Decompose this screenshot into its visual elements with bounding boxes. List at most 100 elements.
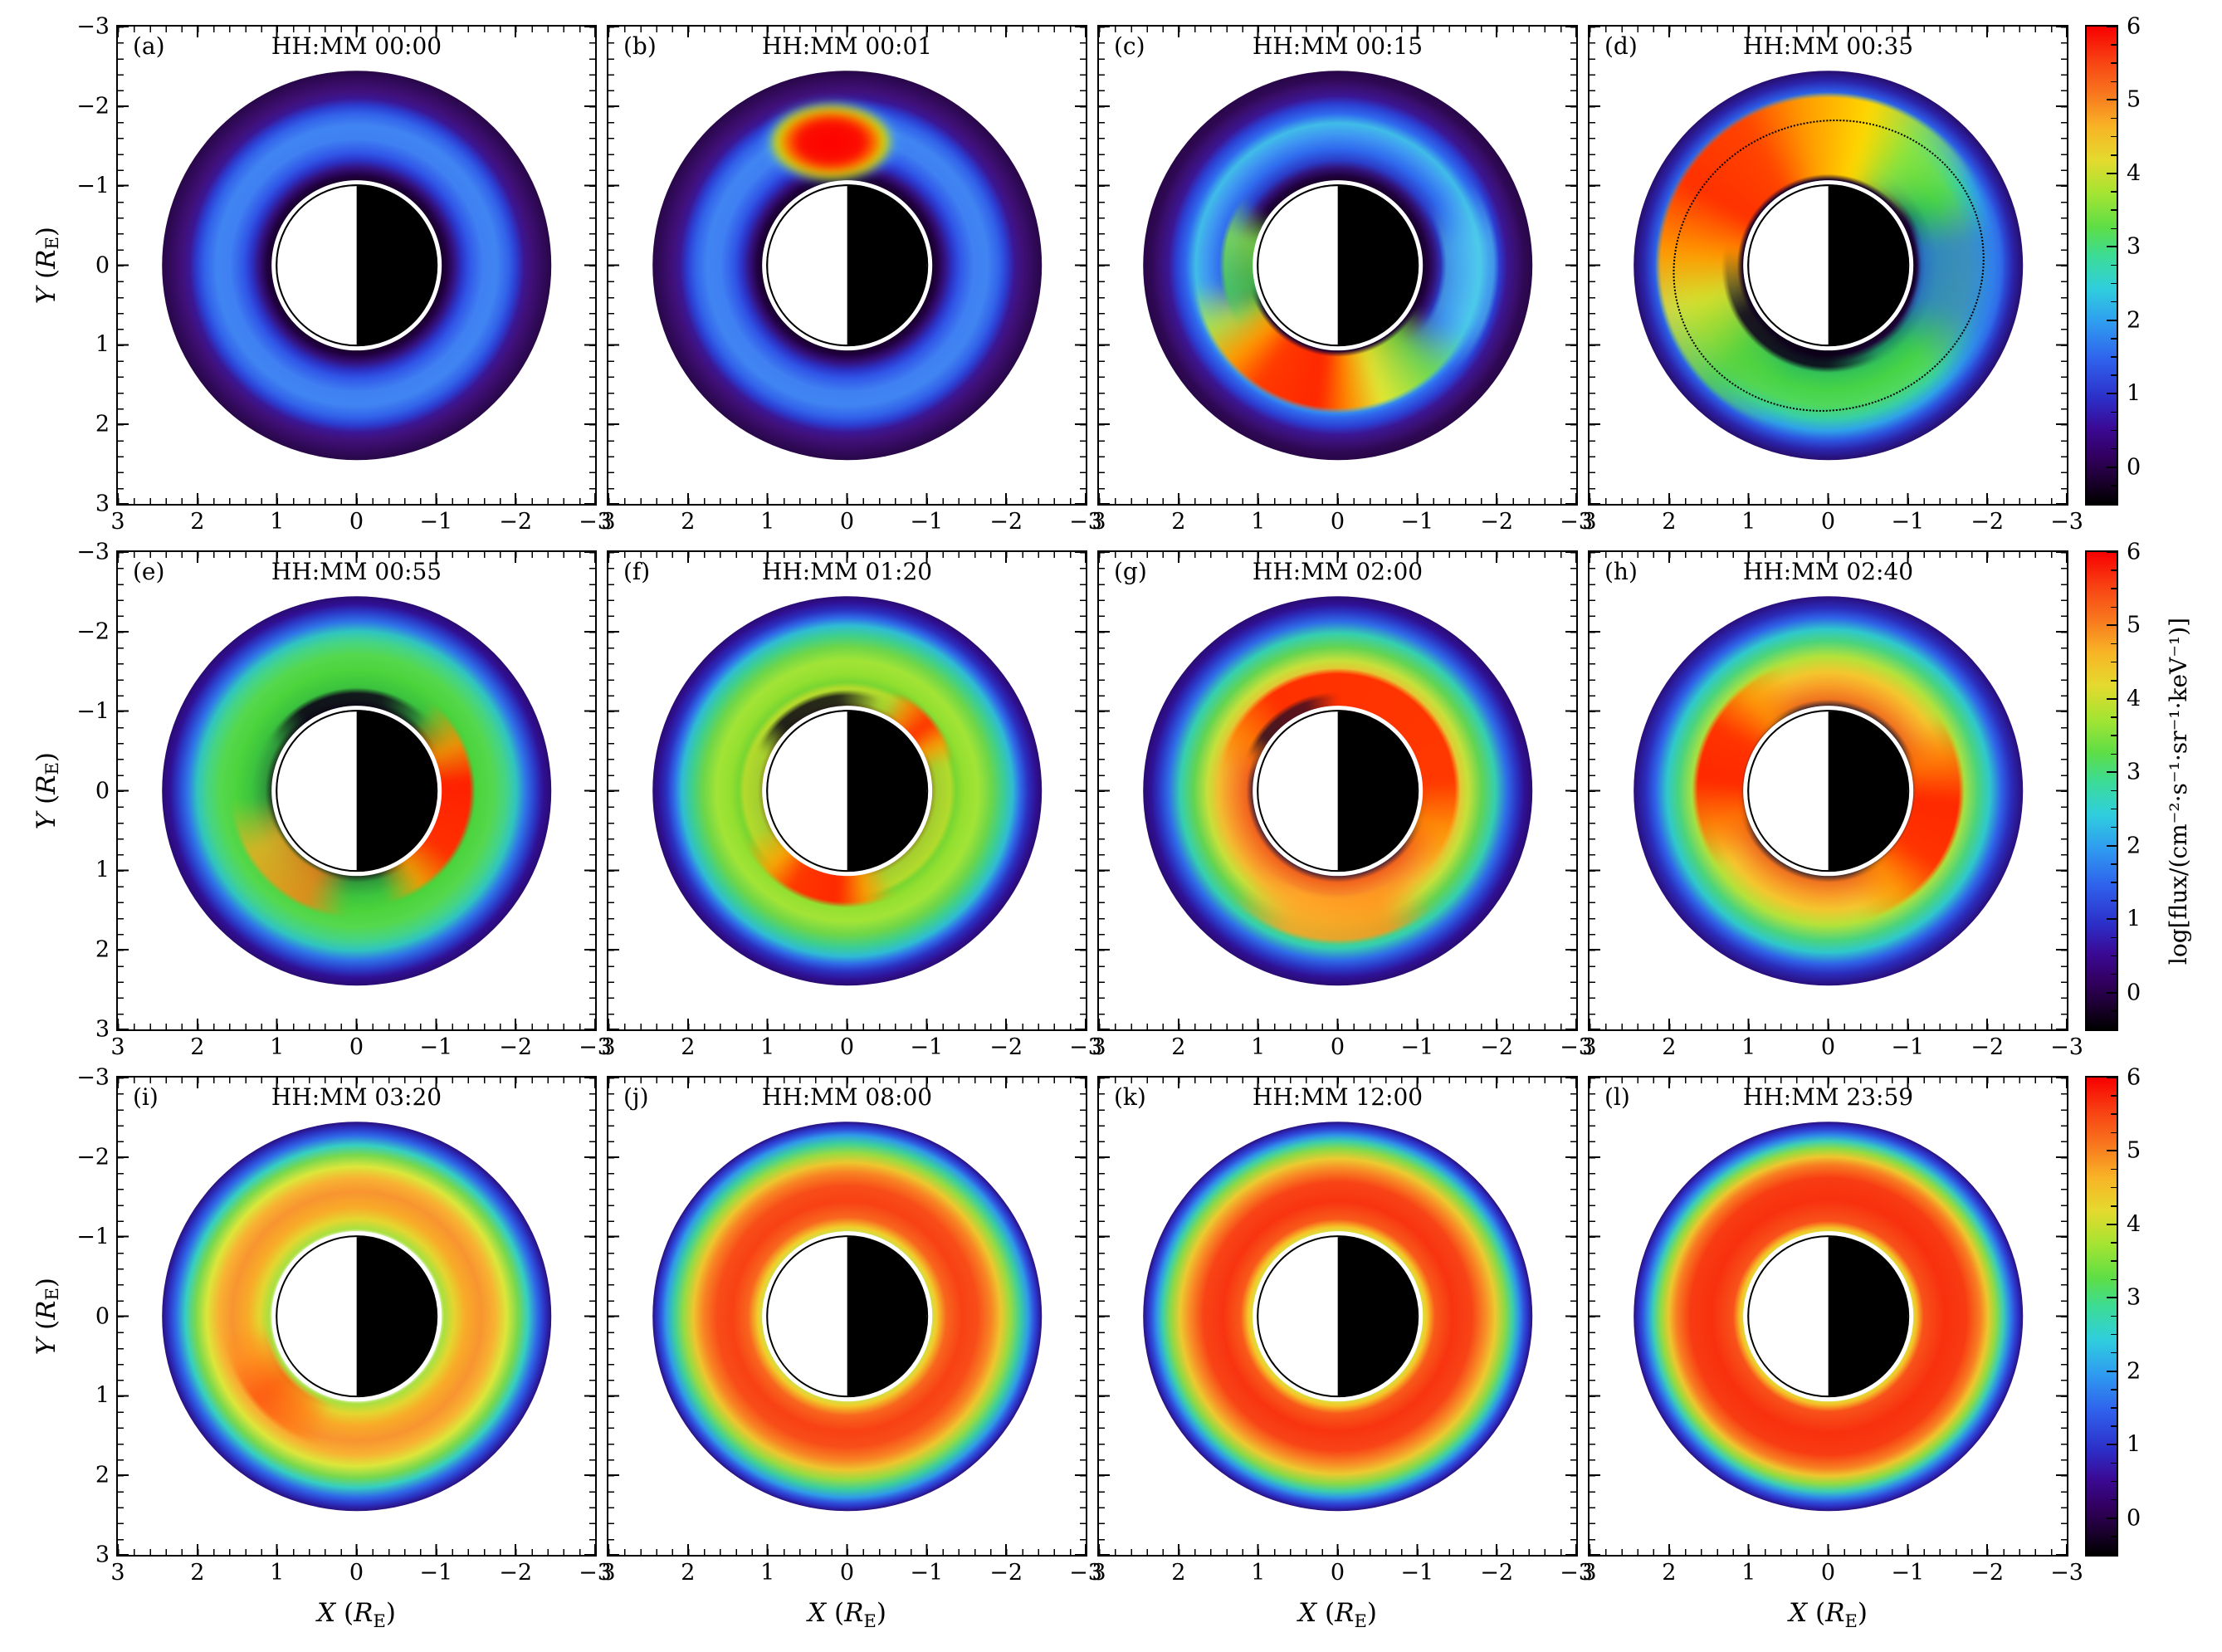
colorbar-minor-tick bbox=[2111, 1186, 2117, 1189]
colorbar-minor-tick bbox=[2111, 1462, 2117, 1464]
x-minor-ticks-bottom bbox=[1099, 1024, 1576, 1029]
panel-letter: (l) bbox=[1604, 1083, 1630, 1111]
colorbar-minor-tick bbox=[2111, 356, 2117, 358]
colorbar-minor-tick bbox=[2111, 227, 2117, 230]
radius-symbol: R bbox=[32, 1300, 62, 1320]
y-major-ticks-left bbox=[1099, 552, 1110, 1029]
colorbar-minor-tick bbox=[2111, 808, 2117, 810]
panel-wrap-e: (e) HH:MM 00:55 3 2 1 0 −1 −2 −3 bbox=[110, 550, 612, 1069]
y-major-ticks-right bbox=[584, 552, 595, 1029]
colorbar bbox=[2085, 1076, 2118, 1557]
colorbar-minor-tick bbox=[2111, 882, 2117, 883]
colorbar-tick-label: 1 bbox=[2127, 906, 2141, 932]
panel-letter: (e) bbox=[133, 558, 165, 585]
y-tick-label: −1 bbox=[76, 173, 110, 199]
y-minor-ticks-right bbox=[589, 1078, 595, 1555]
x-tick-label: 3 bbox=[1582, 1034, 1597, 1060]
colorbar-minor-tick bbox=[2111, 1480, 2117, 1483]
y-axis-title: Y (RE) bbox=[25, 1076, 70, 1557]
x-tick-label: −3 bbox=[1560, 1034, 1593, 1060]
y-tick-label: −2 bbox=[76, 1144, 110, 1171]
x-tick-label: −2 bbox=[1970, 1034, 2005, 1060]
panel-wrap-i: (i) HH:MM 03:20 3 2 1 0 −1 −2 −3 X (RE) bbox=[110, 1076, 612, 1640]
x-major-ticks-bottom bbox=[1590, 493, 2067, 504]
x-tick-label: −1 bbox=[1891, 1560, 1925, 1586]
x-tick-label: 0 bbox=[1330, 1034, 1345, 1060]
y-tick-labels: −3 −2 −1 0 1 2 3 bbox=[70, 14, 116, 517]
panel-time-label: HH:MM 23:59 bbox=[1742, 1083, 1914, 1111]
y-minor-ticks-left bbox=[1590, 27, 1595, 504]
x-tick-label: 2 bbox=[1171, 509, 1186, 535]
x-minor-ticks-top bbox=[1099, 1078, 1576, 1083]
y-axis-title: Y (RE) bbox=[25, 25, 70, 506]
x-tick-label: 1 bbox=[1741, 1560, 1756, 1586]
colorbar-tick-label: 2 bbox=[2127, 1358, 2141, 1385]
radius-subscript: E bbox=[42, 236, 63, 250]
colorbar-row-3: 0 1 2 3 4 5 6 bbox=[2078, 1065, 2220, 1557]
x-tick-label: 0 bbox=[349, 1560, 364, 1586]
y-major-ticks-right bbox=[1075, 552, 1086, 1029]
colorbar-major-tick bbox=[2107, 99, 2117, 101]
colorbar-minor-tick bbox=[2111, 1205, 2117, 1207]
colorbar-tick-label: 1 bbox=[2127, 1431, 2141, 1458]
x-minor-ticks-bottom bbox=[608, 498, 1086, 504]
colorbar-tick-label: 6 bbox=[2127, 539, 2141, 565]
x-tick-label: 1 bbox=[270, 509, 285, 535]
colorbar-minor-tick bbox=[2111, 789, 2117, 792]
axis-variable: X bbox=[317, 1598, 336, 1628]
x-tick-labels: 3 2 1 0 −1 −2 −3 bbox=[1582, 506, 2083, 544]
colorbar-minor-tick bbox=[2111, 1242, 2117, 1244]
earth-day-night-disk bbox=[1256, 1234, 1419, 1398]
x-minor-ticks-bottom bbox=[1099, 1549, 1576, 1555]
x-tick-label: 1 bbox=[1741, 1034, 1756, 1060]
x-tick-label: 3 bbox=[110, 509, 125, 535]
y-major-ticks-left bbox=[1590, 552, 1600, 1029]
y-tick-label: −1 bbox=[76, 698, 110, 725]
earth-day-night-disk bbox=[275, 183, 438, 347]
x-tick-label: −3 bbox=[1069, 509, 1102, 535]
y-tick-labels: −3 −2 −1 0 1 2 3 bbox=[70, 540, 116, 1043]
panel-time-label: HH:MM 02:00 bbox=[1252, 558, 1424, 585]
x-tick-label: −2 bbox=[989, 509, 1023, 535]
panel-letter: (f) bbox=[623, 558, 651, 585]
x-tick-label: 1 bbox=[270, 1560, 285, 1586]
colorbar-major-tick bbox=[2107, 172, 2117, 174]
x-minor-ticks-top bbox=[1590, 1078, 2067, 1083]
x-tick-label: −3 bbox=[2050, 1560, 2083, 1586]
y-minor-ticks-right bbox=[1570, 27, 1576, 504]
x-major-ticks-bottom bbox=[608, 1019, 1086, 1029]
colorbar-major-tick bbox=[2107, 624, 2117, 627]
earth-day-night-disk bbox=[275, 709, 438, 872]
colorbar-minor-tick bbox=[2111, 135, 2117, 138]
colorbar-major-tick bbox=[2107, 466, 2117, 468]
y-major-ticks-left bbox=[1099, 27, 1110, 504]
colorbar-minor-tick bbox=[2111, 191, 2117, 193]
x-minor-ticks-top bbox=[608, 1078, 1086, 1083]
panel-time-label: HH:MM 08:00 bbox=[761, 1083, 933, 1111]
panel-a: (a) HH:MM 00:00 bbox=[116, 25, 597, 506]
panel-time-label: HH:MM 03:20 bbox=[271, 1083, 442, 1111]
earth-day-night-disk bbox=[1746, 709, 1910, 872]
y-major-ticks-left bbox=[608, 1078, 619, 1555]
colorbar-major-tick bbox=[2107, 26, 2117, 27]
y-axis-title-text: Y (RE) bbox=[32, 751, 63, 830]
x-tick-label: −3 bbox=[1069, 1034, 1102, 1060]
colorbar-minor-tick bbox=[2111, 569, 2117, 571]
y-tick-label: −3 bbox=[76, 1064, 110, 1091]
colorbar-major-tick bbox=[2107, 697, 2117, 700]
earth-day-night-disk bbox=[1746, 1234, 1910, 1398]
x-minor-ticks-bottom bbox=[118, 1024, 595, 1029]
colorbar-minor-tick bbox=[2111, 338, 2117, 340]
colorbar-minor-tick bbox=[2111, 1260, 2117, 1262]
radius-subscript: E bbox=[1354, 1610, 1367, 1632]
x-major-ticks-bottom bbox=[118, 493, 595, 504]
colorbar-row-1: 0 1 2 3 4 5 6 bbox=[2078, 14, 2220, 506]
panel-time-label: HH:MM 00:00 bbox=[271, 32, 442, 60]
y-major-ticks-right bbox=[1075, 1078, 1086, 1555]
colorbar-minor-tick bbox=[2111, 282, 2117, 285]
colorbar-minor-tick bbox=[2111, 485, 2117, 486]
y-minor-ticks-left bbox=[118, 552, 124, 1029]
x-tick-labels: 3 2 1 0 −1 −2 −3 bbox=[601, 1031, 1102, 1069]
colorbar-major-tick bbox=[2107, 246, 2117, 248]
x-tick-labels: 3 2 1 0 −1 −2 −3 bbox=[1091, 506, 1593, 544]
